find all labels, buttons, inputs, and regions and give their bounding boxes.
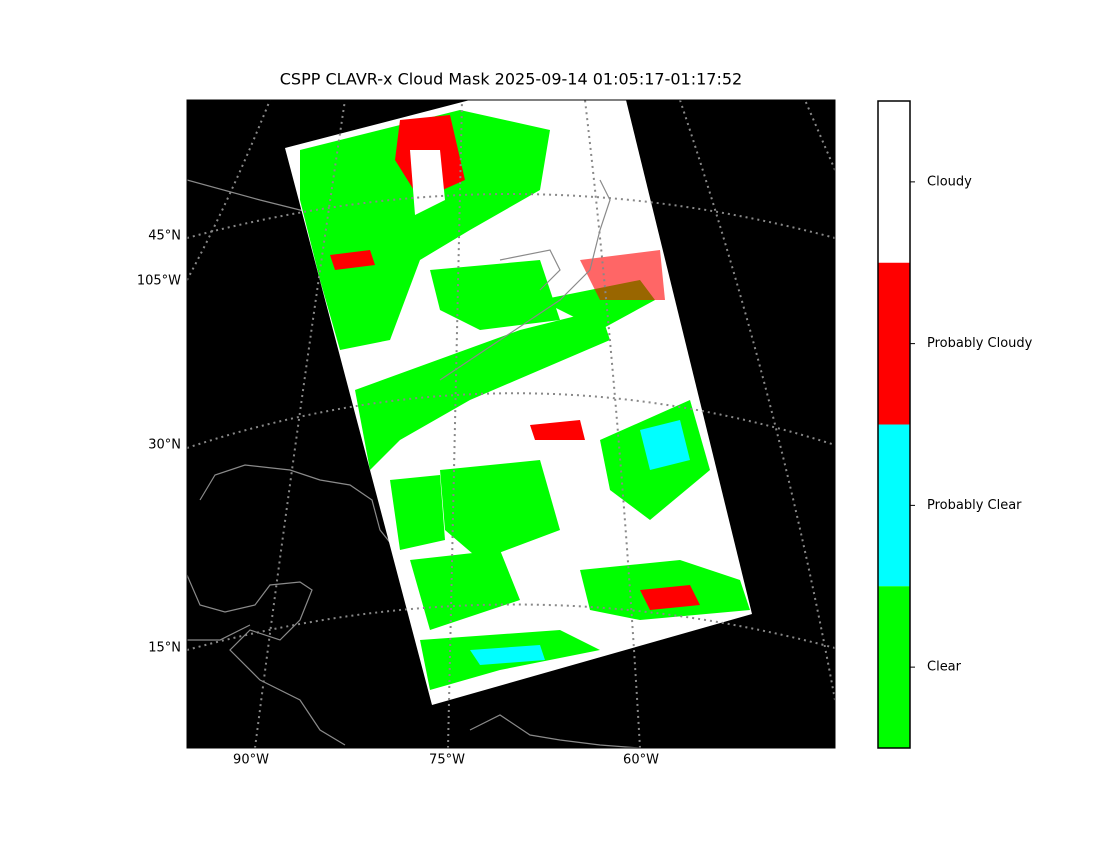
map-labels: 45°N 105°W 30°N 15°N 90°W 75°W 60°W bbox=[137, 229, 659, 768]
graticule bbox=[187, 100, 835, 748]
colorbar-segment bbox=[878, 586, 910, 748]
borders bbox=[439, 179, 611, 381]
lon-label: 75°W bbox=[429, 753, 465, 768]
lat-label: 45°N bbox=[148, 229, 181, 244]
map bbox=[187, 100, 835, 748]
colorbar-segment bbox=[878, 101, 910, 263]
cloud-mask-pixels bbox=[300, 110, 750, 690]
colorbar-frame bbox=[877, 100, 911, 749]
lat-label: 15°N bbox=[148, 641, 181, 656]
lon-label: 105°W bbox=[137, 274, 181, 289]
colorbar: Cloudy Probably Cloudy Probably Clear Clear bbox=[877, 100, 1033, 749]
lon-label: 90°W bbox=[233, 753, 269, 768]
lat-label: 30°N bbox=[148, 438, 181, 453]
colorbar-label: Probably Clear bbox=[927, 498, 1022, 513]
title: CSPP CLAVR-x Cloud Mask 2025-09-14 01:05… bbox=[280, 70, 742, 89]
map-frame bbox=[186, 99, 836, 749]
colorbar-label: Probably Cloudy bbox=[927, 336, 1033, 351]
lon-label: 60°W bbox=[623, 753, 659, 768]
colorbar-segment bbox=[878, 424, 910, 587]
colorbar-segment bbox=[878, 262, 910, 425]
colorbar-label: Clear bbox=[927, 660, 962, 675]
colorbar-label: Cloudy bbox=[927, 174, 972, 189]
